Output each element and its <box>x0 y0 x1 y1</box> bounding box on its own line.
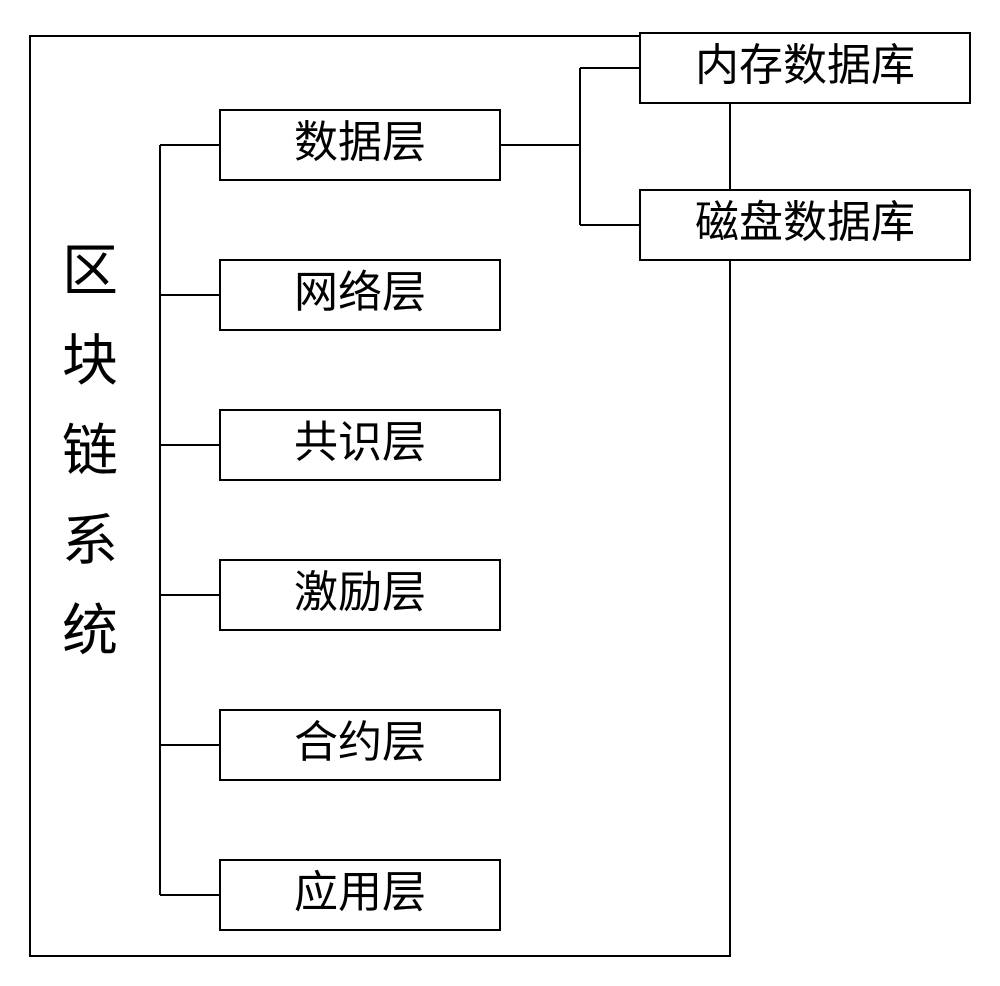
consensus-layer-label: 共识层 <box>294 418 426 467</box>
memory-db-label: 内存数据库 <box>695 41 915 90</box>
contract-layer-label: 合约层 <box>294 718 426 767</box>
disk-db-label: 磁盘数据库 <box>695 198 915 247</box>
incentive-layer-label: 激励层 <box>294 568 426 617</box>
network-layer-label: 网络层 <box>294 268 426 317</box>
application-layer-label: 应用层 <box>294 868 426 917</box>
data-layer-label: 数据层 <box>294 118 426 167</box>
